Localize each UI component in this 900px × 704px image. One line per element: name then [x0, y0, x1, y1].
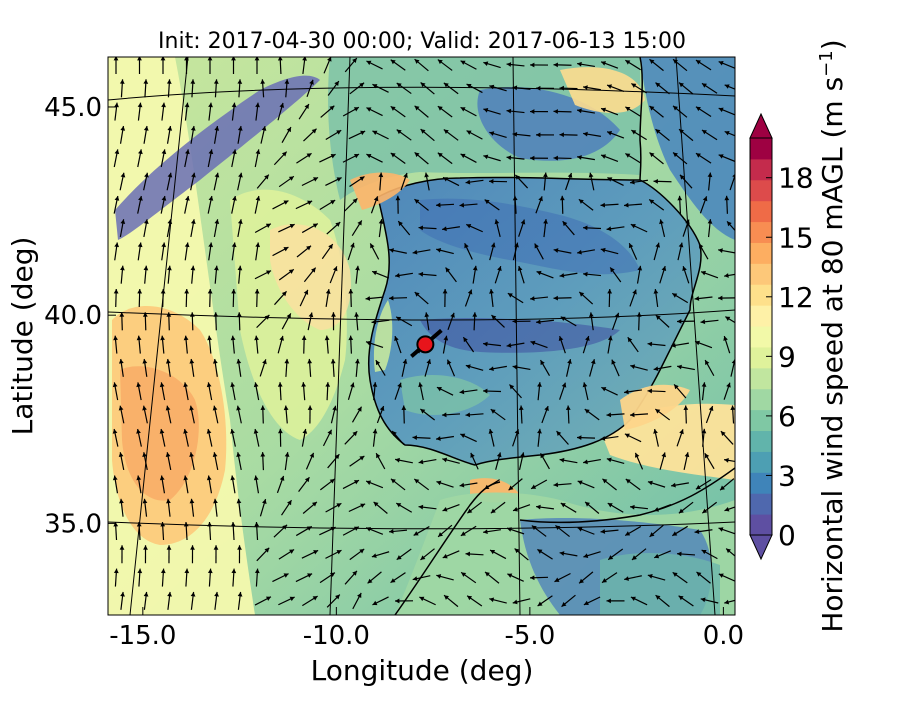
y-tick-label: 35.0 — [44, 509, 102, 539]
colorbar-segment — [750, 431, 772, 452]
colorbar-tick-label: 0 — [778, 519, 796, 552]
colorbar-segment — [750, 389, 772, 410]
y-axis-label: Latitude (deg) — [6, 237, 39, 436]
colorbar-segment — [750, 159, 772, 180]
y-axis-ticks: 35.0 40.0 45.0 — [44, 93, 116, 539]
colorbar-segment — [750, 138, 772, 159]
x-tick-label: 0.0 — [703, 621, 744, 651]
colorbar-segment — [750, 284, 772, 305]
colorbar-segment — [750, 263, 772, 284]
colorbar-extend-under — [750, 535, 772, 559]
x-axis-label: Longitude (deg) — [311, 654, 534, 687]
colorbar-tick-label: 9 — [778, 340, 796, 373]
colorbar-ticks: 0 3 6 9 12 15 18 — [766, 162, 814, 552]
x-tick-label: -5.0 — [505, 621, 556, 651]
colorbar-label-text: Horizontal wind speed at 80 mAGL — [816, 147, 849, 633]
y-tick-label: 45.0 — [44, 93, 102, 123]
colorbar-label-close: ) — [816, 39, 849, 50]
colorbar-segment — [750, 222, 772, 243]
colorbar-segment — [750, 451, 772, 472]
colorbar-label-exp: −1 — [816, 50, 837, 77]
colorbar-label: Horizontal wind speed at 80 mAGL (m s−1) — [816, 39, 850, 632]
colorbar-segment — [750, 493, 772, 514]
colorbar-segment — [750, 514, 772, 535]
colorbar-tick-label: 3 — [778, 459, 796, 492]
colorbar-segment — [750, 347, 772, 368]
x-tick-label: -15.0 — [109, 621, 176, 651]
colorbar-extend-over — [750, 114, 772, 138]
colorbar-label-units: (m s — [816, 77, 849, 139]
colorbar-tick-label: 18 — [778, 162, 814, 195]
colorbar-segment — [750, 305, 772, 326]
site-dot — [417, 336, 433, 352]
colorbar-segment — [750, 410, 772, 431]
colorbar-tick-label: 15 — [778, 221, 814, 254]
colorbar-segment — [750, 242, 772, 263]
y-tick-label: 40.0 — [44, 301, 102, 331]
colorbar-segment — [750, 326, 772, 347]
colorbar-tick-label: 12 — [778, 281, 814, 314]
colorbar-segment — [750, 368, 772, 389]
colorbar-tick-label: 6 — [778, 400, 796, 433]
chart-title: Init: 2017-04-30 00:00; Valid: 2017-06-1… — [158, 29, 686, 54]
x-tick-label: -10.0 — [303, 621, 370, 651]
colorbar-segment — [750, 201, 772, 222]
colorbar-segment — [750, 180, 772, 201]
colorbar — [750, 114, 772, 559]
